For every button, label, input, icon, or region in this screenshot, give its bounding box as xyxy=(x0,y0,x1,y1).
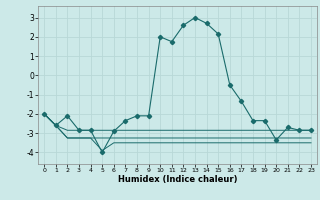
X-axis label: Humidex (Indice chaleur): Humidex (Indice chaleur) xyxy=(118,175,237,184)
